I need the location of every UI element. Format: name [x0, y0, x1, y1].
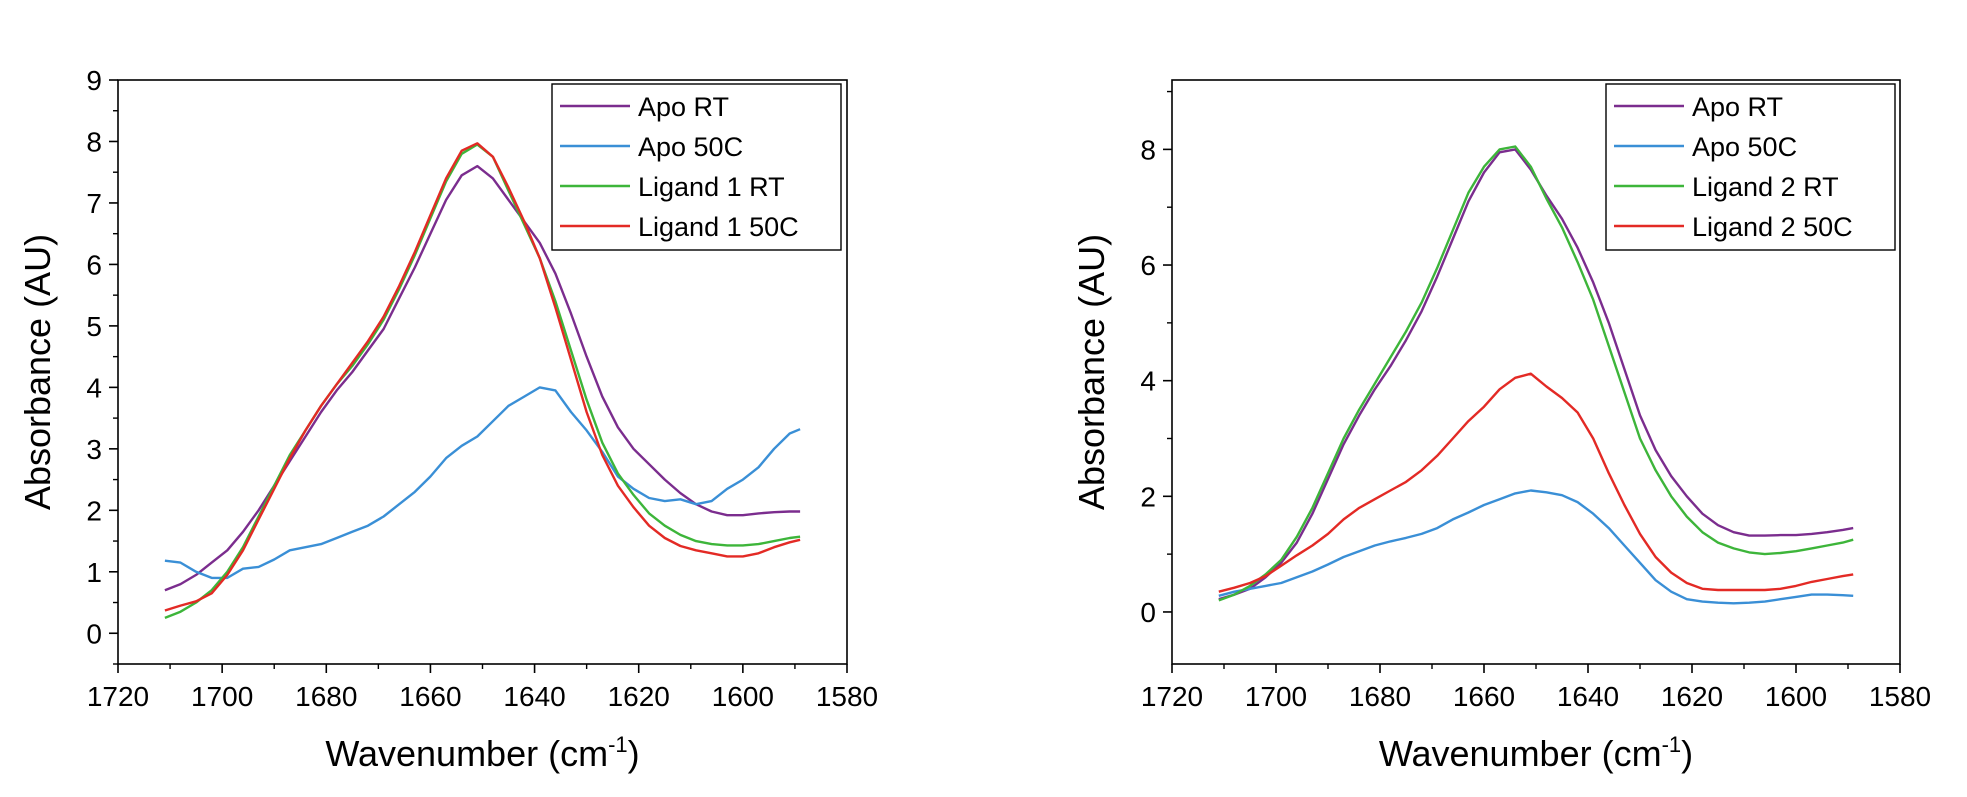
x-tick-label: 1660 [399, 681, 461, 712]
x-tick-label: 1700 [191, 681, 253, 712]
y-tick-label: 2 [86, 495, 102, 526]
legend-label: Apo RT [638, 92, 729, 122]
legend-box [551, 83, 842, 251]
x-tick-label: 1640 [503, 681, 565, 712]
y-tick-label: 4 [86, 372, 102, 403]
chart-panel-1: 1720 1700 1680 1660 1640 1620 1600 1580 0 1 2 3 4 5 6 7… [17, 65, 878, 774]
y-tick-label: 6 [1140, 250, 1156, 281]
y-tick-label: 7 [86, 188, 102, 219]
x-tick-label: 1660 [1453, 681, 1515, 712]
x-tick-label: 1620 [1661, 681, 1723, 712]
y-tick-label: 0 [86, 618, 102, 649]
x-tick-label: 1700 [1245, 681, 1307, 712]
y-tick-label: 9 [86, 65, 102, 96]
legend-label: Ligand 2 50C [1692, 212, 1853, 242]
x-tick-label: 1720 [1141, 681, 1203, 712]
x-tick-label: 1600 [712, 681, 774, 712]
legend: Apo RT Apo 50C Ligand 1 RT Ligand 1 50C [551, 83, 842, 251]
y-tick-label: 8 [1140, 134, 1156, 165]
y-tick-label: 6 [86, 249, 102, 280]
legend-label: Apo 50C [638, 132, 743, 162]
series-line-ligand-2-50c [1218, 372, 1854, 593]
y-tick-label: 4 [1140, 366, 1156, 397]
y-tick-label: 0 [1140, 597, 1156, 628]
chart-panel-2: 1720 1700 1680 1660 1640 1620 1600 1580 0 2 4 6 8 Wav… [1071, 79, 1931, 774]
legend-label: Ligand 1 50C [638, 212, 799, 242]
legend: Apo RT Apo 50C Ligand 2 RT Ligand 2 50C [1605, 83, 1896, 251]
x-tick-label: 1620 [608, 681, 670, 712]
x-tick-label: 1680 [1349, 681, 1411, 712]
x-tick-label: 1580 [816, 681, 878, 712]
legend-box [1605, 83, 1896, 251]
y-tick-label: 5 [86, 311, 102, 342]
y-tick-label: 3 [86, 434, 102, 465]
series-line-ligand-1-50c [164, 142, 801, 612]
legend-label: Ligand 2 RT [1692, 172, 1839, 202]
y-tick-label: 1 [86, 557, 102, 588]
y-tick-label: 8 [86, 126, 102, 157]
x-axis-label: Wavenumber (cm-1) [325, 732, 639, 774]
x-tick-label: 1600 [1765, 681, 1827, 712]
series-line-apo-50c [164, 386, 801, 580]
legend-label: Apo RT [1692, 92, 1783, 122]
y-axis-label: Absorbance (AU) [1071, 234, 1112, 510]
legend-label: Apo 50C [1692, 132, 1797, 162]
x-tick-label: 1720 [87, 681, 149, 712]
y-tick-label: 2 [1140, 481, 1156, 512]
x-tick-label: 1580 [1869, 681, 1931, 712]
y-axis-label: Absorbance (AU) [17, 234, 58, 510]
x-tick-label: 1680 [295, 681, 357, 712]
x-axis-label: Wavenumber (cm-1) [1379, 732, 1693, 774]
series-line-ligand-2-rt [1218, 145, 1854, 602]
legend-label: Ligand 1 RT [638, 172, 785, 202]
series-line-apo-50c [1218, 489, 1854, 605]
x-tick-label: 1640 [1557, 681, 1619, 712]
